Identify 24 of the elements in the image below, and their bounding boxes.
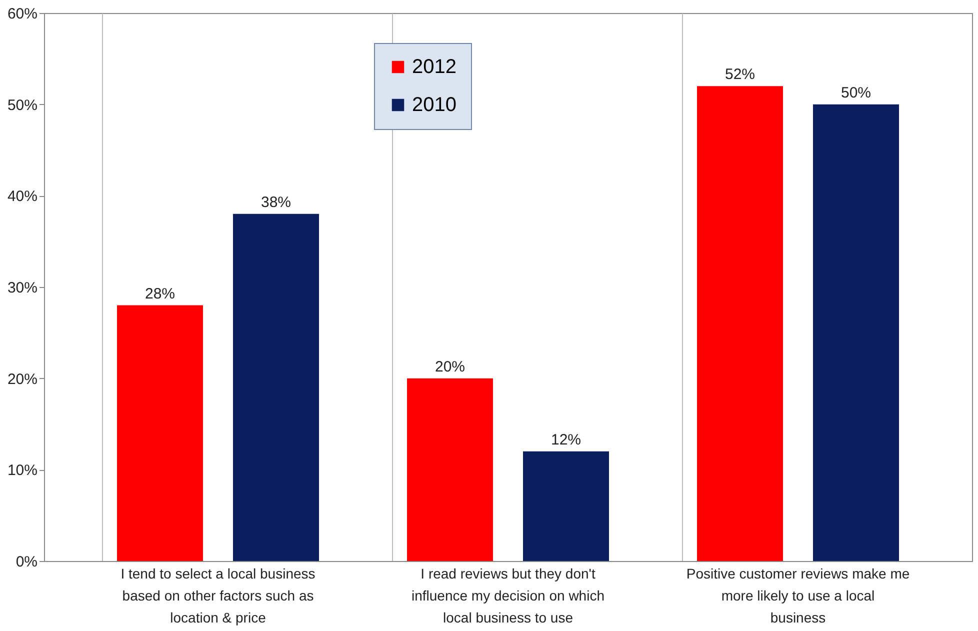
y-tick-label: 0% [16, 554, 38, 570]
bar [233, 214, 319, 561]
data-label: 20% [434, 358, 466, 376]
y-tick-label: 10% [7, 462, 38, 480]
y-tick-label: 40% [7, 188, 38, 206]
data-label: 12% [550, 431, 582, 448]
y-tick-label: 30% [7, 280, 38, 296]
bar [407, 378, 493, 561]
y-tick-label: 20% [7, 370, 38, 388]
y-tick-label: 50% [7, 96, 38, 114]
bar [117, 305, 203, 561]
y-tick-label: 60% [7, 6, 38, 22]
data-label: 38% [260, 194, 292, 211]
x-tick-label: I read reviews but they don't influence my decision on which local business to use [412, 566, 604, 626]
bar [813, 104, 899, 561]
data-label: 52% [724, 66, 756, 84]
bar [697, 86, 783, 561]
x-tick-label: Positive customer reviews make me more likely to use a local business [686, 566, 910, 626]
legend-label: 2012 [412, 56, 456, 78]
data-label: 50% [840, 84, 872, 102]
x-tick-label: I tend to select a local business based on other factors such as location & price [120, 566, 316, 626]
data-label: 28% [144, 285, 176, 302]
bar [523, 451, 609, 561]
legend-label: 2010 [412, 94, 456, 116]
